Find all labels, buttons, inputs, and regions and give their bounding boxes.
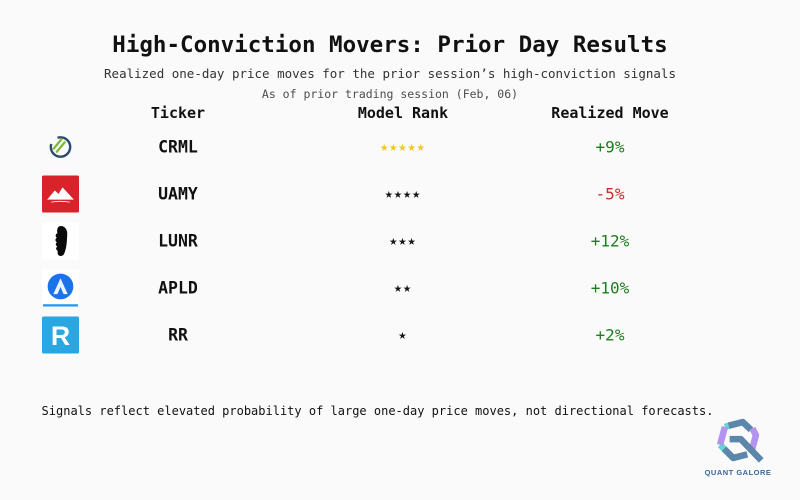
column-headers: Ticker Model Rank Realized Move	[0, 104, 800, 124]
table-row: APLD ★★ +10%	[0, 264, 800, 311]
figure-header: High-Conviction Movers: Prior Day Result…	[0, 33, 780, 101]
rr-blue-square-logo-icon: R	[42, 316, 79, 354]
realized-move-cell: -5%	[595, 184, 625, 204]
model-rank-stars: ★	[398, 326, 408, 343]
model-rank-stars: ★★★★	[384, 186, 422, 203]
ticker-cell: LUNR	[158, 231, 198, 251]
table-row: UAMY ★★★★ -5%	[0, 171, 800, 218]
table-row: LUNR ★★★ +12%	[0, 218, 800, 265]
svg-text:R: R	[51, 320, 70, 350]
as-of-date: As of prior trading session (Feb, 06)	[261, 86, 519, 101]
realized-move-cell: +10%	[590, 278, 630, 298]
realized-move-column-header: Realized Move	[551, 104, 669, 122]
subtitle: Realized one-day price moves for the pri…	[104, 65, 676, 81]
ticker-cell: CRML	[158, 137, 198, 157]
brand-name: QUANT GALORE	[704, 468, 772, 477]
model-rank-stars: ★★★★★	[380, 139, 426, 156]
ticker-column-header: Ticker	[150, 104, 206, 122]
realized-move-cell: +2%	[595, 325, 625, 345]
realized-move-cell: +9%	[595, 137, 625, 157]
ticker-cell: APLD	[158, 278, 198, 298]
realized-move-cell: +12%	[590, 231, 630, 251]
crml-circle-lines-logo-icon	[42, 129, 79, 166]
table-rows: CRML ★★★★★ +9% UAMY ★★★★ -5% LUNR ★★★ +1…	[0, 124, 800, 358]
footnote: Signals reflect elevated probability of …	[41, 404, 714, 418]
ticker-cell: UAMY	[158, 184, 198, 204]
model-rank-column-header: Model Rank	[357, 104, 449, 122]
ticker-cell: RR	[168, 325, 188, 345]
quant-galore-q-logo-icon	[716, 418, 764, 463]
uamy-red-mountain-logo-icon	[42, 175, 79, 213]
model-rank-stars: ★★★	[389, 232, 417, 249]
apld-blue-circle-logo-icon	[42, 269, 79, 307]
table-row: CRML ★★★★★ +9%	[0, 124, 800, 171]
table-row: R RR ★ +2%	[0, 311, 800, 358]
quant-galore-branding: QUANT GALORE	[703, 414, 773, 477]
model-rank-stars: ★★	[393, 279, 413, 296]
page-title: High-Conviction Movers: Prior Day Result…	[112, 32, 668, 58]
lunr-astronaut-logo-icon	[42, 222, 79, 260]
